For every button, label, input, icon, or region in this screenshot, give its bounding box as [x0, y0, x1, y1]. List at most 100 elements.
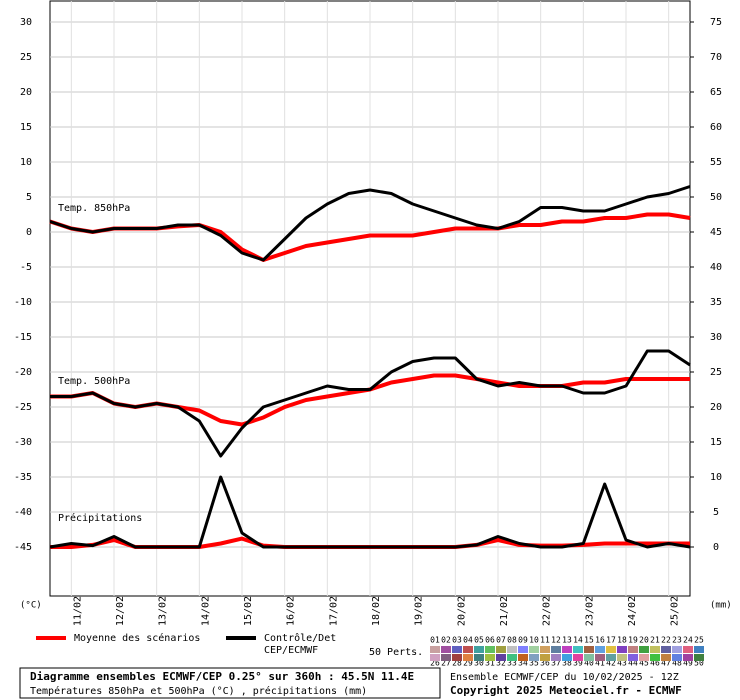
pert-swatch	[463, 646, 473, 653]
pert-swatch	[628, 646, 638, 653]
panel-label: Précipitations	[58, 512, 142, 524]
pert-label: 36	[540, 659, 550, 668]
control-line	[49, 185, 691, 262]
pert-label: 42	[606, 659, 616, 668]
pert-swatch	[430, 646, 440, 653]
pert-label: 41	[595, 659, 605, 668]
x-tick-label: 15/02	[243, 596, 254, 626]
pert-swatch	[474, 646, 484, 653]
pert-swatch	[540, 654, 550, 661]
pert-swatch	[485, 654, 495, 661]
pert-swatch	[584, 646, 594, 653]
pert-label: 07	[496, 636, 506, 645]
copyright: Copyright 2025 Meteociel.fr - ECMWF	[450, 684, 682, 697]
x-tick-label: 16/02	[286, 596, 297, 626]
run-info: Ensemble ECMWF/CEP du 10/02/2025 - 12Z	[450, 672, 679, 683]
y-tick-label: 5	[26, 192, 32, 203]
legend-perts: 50 Perts.	[369, 647, 423, 658]
pert-swatch	[639, 646, 649, 653]
pert-swatch	[562, 646, 572, 653]
pert-label: 05	[474, 636, 484, 645]
y2-tick-label: 30	[710, 332, 722, 343]
y-tick-label: 10	[20, 157, 32, 168]
y2-tick-label: 10	[710, 472, 722, 483]
y-tick-label: -45	[14, 542, 32, 553]
pert-swatch	[507, 646, 517, 653]
pert-label: 48	[672, 659, 682, 668]
legend-control: Contrôle/Det	[264, 632, 336, 644]
pert-swatch	[694, 646, 704, 653]
pert-swatch	[441, 646, 451, 653]
pert-label: 13	[562, 636, 572, 645]
pert-swatch	[485, 646, 495, 653]
y-tick-label: 0	[26, 227, 32, 238]
pert-label: 18	[617, 636, 627, 645]
pert-label: 20	[639, 636, 649, 645]
pert-swatch	[650, 646, 660, 653]
pert-swatch	[496, 654, 506, 661]
pert-swatch	[463, 654, 473, 661]
pert-swatch	[529, 646, 539, 653]
pert-swatch	[496, 646, 506, 653]
pert-swatch	[562, 654, 572, 661]
y2-tick-label: 60	[710, 122, 722, 133]
x-tick-label: 14/02	[200, 596, 211, 626]
pert-swatch	[474, 654, 484, 661]
pert-swatch	[606, 646, 616, 653]
panel-label: Temp. 500hPa	[58, 376, 130, 387]
x-tick-label: 25/02	[670, 596, 681, 626]
pert-label: 21	[650, 636, 660, 645]
pert-swatch	[452, 654, 462, 661]
y-tick-label: 15	[20, 122, 32, 133]
x-tick-label: 23/02	[584, 596, 595, 626]
pert-swatch	[661, 654, 671, 661]
y-tick-label: -20	[14, 367, 32, 378]
chart-subtitle: Températures 850hPa et 500hPa (°C) , pré…	[30, 685, 367, 697]
pert-swatch	[617, 646, 627, 653]
pert-label: 32	[496, 659, 506, 668]
pert-swatch	[551, 646, 561, 653]
pert-label: 04	[463, 636, 473, 645]
pert-label: 10	[529, 636, 539, 645]
legend-mean: Moyenne des scénarios	[74, 632, 200, 644]
pert-swatch	[606, 654, 616, 661]
y2-tick-label: 35	[710, 297, 722, 308]
y-tick-label: -35	[14, 472, 32, 483]
y-tick-label: -10	[14, 297, 32, 308]
x-tick-label: 18/02	[371, 596, 382, 626]
grid	[50, 1, 690, 596]
y-tick-label: 20	[20, 87, 32, 98]
y2-tick-label: 65	[710, 87, 722, 98]
pert-label: 34	[518, 659, 528, 668]
pert-label: 25	[694, 636, 704, 645]
y2-tick-label: 25	[710, 367, 722, 378]
pert-swatch	[628, 654, 638, 661]
pert-swatch	[683, 646, 693, 653]
pert-swatch	[683, 654, 693, 661]
info-box	[19, 667, 441, 699]
y-axis-label: (°C)	[20, 601, 42, 611]
pert-swatch	[595, 646, 605, 653]
pert-label: 01	[430, 636, 440, 645]
pert-swatch	[529, 654, 539, 661]
x-tick-label: 13/02	[158, 596, 169, 626]
y-tick-label: 30	[20, 17, 32, 28]
pert-swatch	[639, 654, 649, 661]
chart-title: Diagramme ensembles ECMWF/CEP 0.25° sur …	[30, 670, 414, 683]
x-tick-label: 11/02	[72, 596, 83, 626]
pert-swatch	[595, 654, 605, 661]
pert-label: 45	[639, 659, 649, 668]
x-tick-label: 12/02	[115, 596, 126, 626]
pert-swatch	[551, 654, 561, 661]
y2-tick-label: 0	[713, 542, 719, 553]
pert-swatch	[540, 646, 550, 653]
pert-label: 24	[683, 636, 693, 645]
pert-label: 40	[584, 659, 594, 668]
y2-tick-label: 50	[710, 192, 722, 203]
pert-swatch	[672, 654, 682, 661]
pert-label: 02	[441, 636, 451, 645]
control-line	[49, 475, 691, 549]
pert-swatch	[694, 654, 704, 661]
y2-tick-label: 55	[710, 157, 722, 168]
